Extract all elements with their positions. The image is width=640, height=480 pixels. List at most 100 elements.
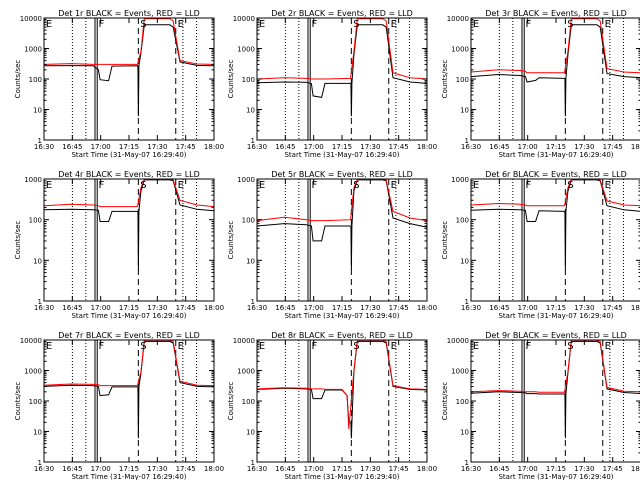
x-tick-label: 18:00 — [204, 465, 224, 473]
panel-title: Det 7r BLACK = Events, RED = LLD — [58, 331, 200, 340]
time-flag-letter: S — [567, 180, 573, 191]
x-axis-label: Start Time (31-May-07 16:29:40) — [284, 473, 399, 480]
detector-panel: Det 2r BLACK = Events, RED = LLD 1 10 100 10… — [227, 9, 437, 159]
y-axis-label: Counts/sec — [14, 221, 22, 260]
lld-series-line — [43, 339, 215, 387]
time-flag-letter: E — [259, 180, 265, 191]
y-tick-label: 10 — [33, 257, 42, 265]
x-tick-label: 16:30 — [461, 143, 481, 151]
y-tick-label: 1 — [465, 459, 469, 467]
time-flag-letter: F — [99, 19, 105, 30]
plot-frame — [43, 339, 215, 463]
events-series-line — [470, 340, 640, 439]
x-tick-label: 17:15 — [119, 143, 139, 151]
y-axis-label: Counts/sec — [441, 221, 449, 260]
y-tick-label: 1000 — [237, 46, 255, 54]
x-tick-label: 17:30 — [574, 465, 594, 473]
panel-title: Det 8r BLACK = Events, RED = LLD — [271, 331, 413, 340]
time-flag-letter: F — [526, 19, 532, 30]
y-tick-label: 10 — [246, 429, 255, 437]
y-tick-label: 10000 — [233, 337, 255, 345]
time-flag-letter: E — [178, 341, 184, 352]
y-tick-label: 10000 — [447, 15, 469, 23]
x-tick-label: 16:45 — [489, 143, 509, 151]
lld-series-line — [256, 339, 428, 430]
time-flag-letter: E — [391, 341, 397, 352]
time-flag-letter: F — [526, 341, 532, 352]
x-tick-label: 16:30 — [247, 304, 267, 312]
x-tick-label: 17:00 — [91, 465, 111, 473]
y-tick-label: 100 — [456, 217, 469, 225]
panel-title: Det 3r BLACK = Events, RED = LLD — [485, 9, 627, 18]
x-tick-label: 17:30 — [147, 143, 167, 151]
lld-series-line — [256, 178, 428, 222]
x-tick-label: 17:00 — [304, 465, 324, 473]
panel-title: Det 6r BLACK = Events, RED = LLD — [485, 170, 627, 179]
lld-series-line — [43, 178, 215, 208]
x-tick-label: 18:00 — [204, 143, 224, 151]
time-flag-letter: E — [391, 180, 397, 191]
time-flag-letter: F — [99, 180, 105, 191]
y-tick-label: 1000 — [451, 46, 469, 54]
lld-series-line — [470, 178, 640, 207]
y-tick-label: 1000 — [237, 368, 255, 376]
y-axis-label: Counts/sec — [441, 60, 449, 99]
y-tick-label: 10000 — [233, 15, 255, 23]
x-axis-label: Start Time (31-May-07 16:29:40) — [498, 473, 613, 480]
x-tick-label: 17:45 — [603, 465, 623, 473]
events-series-line — [470, 24, 640, 117]
time-flag-letter: S — [353, 180, 359, 191]
time-flag-letter: E — [605, 19, 611, 30]
x-tick-label: 17:45 — [603, 143, 623, 151]
time-flag-letter: S — [140, 19, 146, 30]
y-tick-label: 100 — [242, 398, 255, 406]
panel-title: Det 4r BLACK = Events, RED = LLD — [58, 170, 200, 179]
y-tick-label: 1000 — [24, 176, 42, 184]
x-tick-label: 16:30 — [461, 304, 481, 312]
plot-frame — [256, 339, 428, 463]
time-flag-letter: E — [473, 19, 479, 30]
x-tick-label: 17:00 — [91, 304, 111, 312]
y-tick-label: 10 — [460, 257, 469, 265]
time-flag-letter: S — [567, 19, 573, 30]
x-tick-label: 16:30 — [34, 143, 54, 151]
x-tick-label: 16:30 — [461, 465, 481, 473]
x-tick-label: 17:15 — [119, 465, 139, 473]
x-tick-label: 18:00 — [417, 304, 437, 312]
y-tick-label: 10 — [33, 429, 42, 437]
x-tick-label: 16:30 — [247, 465, 267, 473]
y-tick-label: 100 — [456, 76, 469, 84]
x-tick-label: 17:45 — [389, 304, 409, 312]
x-axis-label: Start Time (31-May-07 16:29:40) — [71, 473, 186, 480]
events-series-line — [256, 24, 428, 117]
x-tick-label: 17:00 — [518, 143, 538, 151]
y-tick-label: 1 — [251, 459, 255, 467]
y-tick-label: 1000 — [24, 46, 42, 54]
y-tick-label: 10 — [33, 107, 42, 115]
panel-title: Det 1r BLACK = Events, RED = LLD — [58, 9, 200, 18]
plot-frame — [43, 178, 215, 302]
time-flag-letter: F — [99, 341, 105, 352]
x-axis-label: Start Time (31-May-07 16:29:40) — [284, 151, 399, 159]
y-tick-label: 1000 — [24, 368, 42, 376]
x-tick-label: 17:45 — [389, 465, 409, 473]
x-tick-label: 16:45 — [275, 143, 295, 151]
time-flag-letter: S — [353, 341, 359, 352]
x-tick-label: 17:45 — [176, 465, 196, 473]
time-flag-letter: E — [259, 19, 265, 30]
x-axis-label: Start Time (31-May-07 16:29:40) — [498, 151, 613, 159]
plot-frame — [470, 178, 640, 302]
y-tick-label: 10 — [460, 429, 469, 437]
plot-frame — [470, 17, 640, 141]
y-axis-label: Counts/sec — [227, 221, 235, 260]
detector-panel: Det 6r BLACK = Events, RED = LLD 1 10 100 10… — [441, 170, 640, 320]
x-tick-label: 17:45 — [176, 304, 196, 312]
x-tick-label: 17:30 — [360, 465, 380, 473]
lld-series-line — [43, 18, 215, 65]
x-tick-label: 17:00 — [304, 304, 324, 312]
x-tick-label: 17:00 — [304, 143, 324, 151]
y-tick-label: 1 — [38, 459, 42, 467]
panel-title: Det 5r BLACK = Events, RED = LLD — [271, 170, 413, 179]
x-tick-label: 17:45 — [176, 143, 196, 151]
